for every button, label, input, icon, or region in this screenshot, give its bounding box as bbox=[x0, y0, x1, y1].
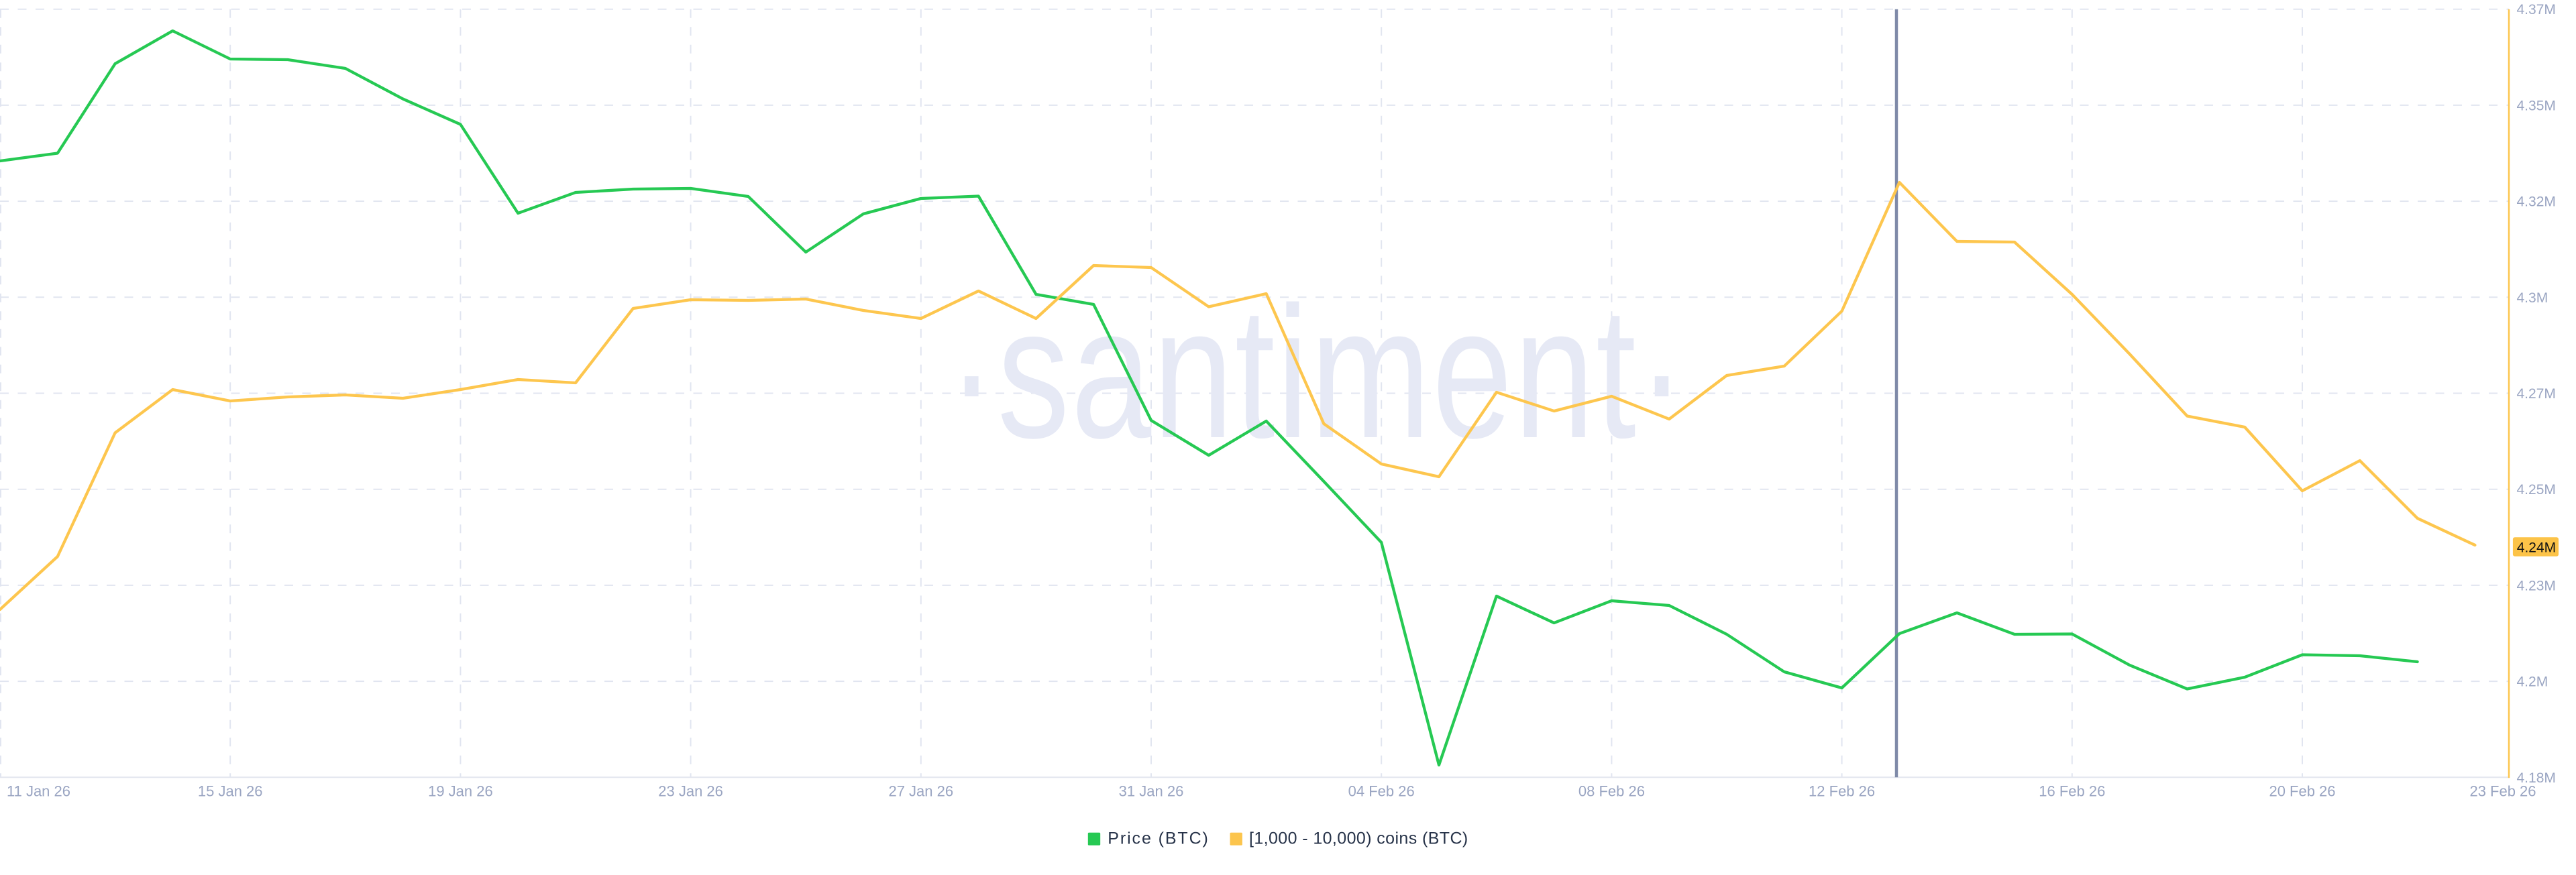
svg-text:15 Jan 26: 15 Jan 26 bbox=[198, 783, 263, 800]
svg-text:19 Jan 26: 19 Jan 26 bbox=[428, 783, 493, 800]
svg-text:4.27M: 4.27M bbox=[2517, 386, 2556, 402]
svg-text:4.25M: 4.25M bbox=[2517, 482, 2556, 498]
svg-text:23 Feb 26: 23 Feb 26 bbox=[2469, 783, 2536, 800]
svg-text:4.37M: 4.37M bbox=[2517, 2, 2556, 17]
svg-text:·santiment·: ·santiment· bbox=[948, 268, 1688, 477]
svg-text:16 Feb 26: 16 Feb 26 bbox=[2039, 783, 2105, 800]
svg-text:27 Jan 26: 27 Jan 26 bbox=[888, 783, 953, 800]
svg-text:08 Feb 26: 08 Feb 26 bbox=[1578, 783, 1645, 800]
svg-text:12 Feb 26: 12 Feb 26 bbox=[1809, 783, 1875, 800]
svg-text:04 Feb 26: 04 Feb 26 bbox=[1348, 783, 1415, 800]
svg-text:23 Jan 26: 23 Jan 26 bbox=[658, 783, 723, 800]
svg-text:4.32M: 4.32M bbox=[2517, 194, 2556, 210]
svg-text:4.24M: 4.24M bbox=[2517, 540, 2556, 556]
svg-text:Price (BTC): Price (BTC) bbox=[1108, 829, 1209, 848]
svg-text:4.23M: 4.23M bbox=[2517, 578, 2556, 593]
svg-text:20 Feb 26: 20 Feb 26 bbox=[2269, 783, 2335, 800]
svg-text:4.2M: 4.2M bbox=[2517, 675, 2548, 690]
svg-text:4.3M: 4.3M bbox=[2517, 290, 2548, 306]
svg-text:4.18M: 4.18M bbox=[2517, 770, 2556, 786]
svg-text:31 Jan 26: 31 Jan 26 bbox=[1119, 783, 1184, 800]
svg-text:4.35M: 4.35M bbox=[2517, 98, 2556, 113]
svg-text:[1,000 - 10,000) coins (BTC): [1,000 - 10,000) coins (BTC) bbox=[1249, 829, 1468, 848]
svg-text:11 Jan 26: 11 Jan 26 bbox=[7, 783, 70, 800]
